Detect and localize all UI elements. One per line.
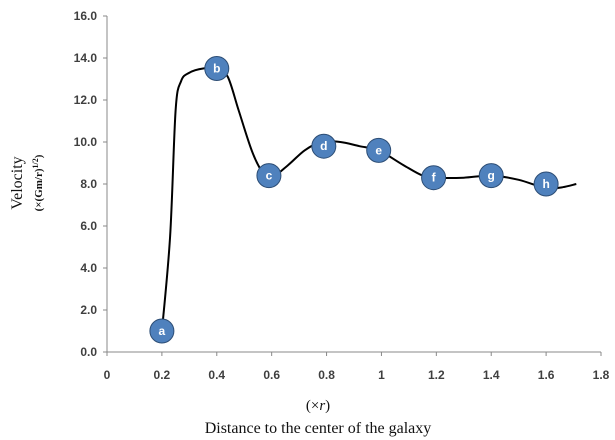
data-point-e: e [366, 137, 392, 163]
x-tick-label: 1.2 [428, 368, 445, 382]
data-point-b: b [204, 56, 230, 81]
data-point-marker [533, 171, 559, 197]
data-point-d: d [311, 133, 337, 159]
y-axis-unit: (×(Gm/r)1/2) [31, 154, 45, 211]
x-tick-label: 0.6 [263, 368, 280, 382]
data-point-label: h [542, 177, 549, 191]
y-tick-label: 14.0 [74, 51, 98, 65]
data-point-label: c [266, 169, 273, 183]
plot-area: 0.02.04.06.08.010.012.014.016.0 0 0.2 0.4 0… [74, 9, 610, 382]
data-point-g: g [478, 163, 504, 189]
data-point-label: b [213, 62, 220, 76]
velocity-curve [160, 66, 577, 332]
data-point-f: f [421, 165, 447, 191]
data-point-marker [256, 163, 282, 189]
x-axis-unit-close: ) [325, 398, 330, 414]
y-tick-label: 16.0 [74, 9, 98, 23]
x-tick-label: 0.4 [208, 368, 225, 382]
y-axis-unit-close: ) [33, 154, 45, 158]
data-point-marker [421, 165, 447, 191]
x-tick-label: 0 [104, 368, 111, 382]
data-point-marker [311, 133, 337, 159]
x-tick-label: 0.8 [318, 368, 335, 382]
data-point-a: a [149, 318, 175, 344]
data-point-marker [478, 163, 504, 189]
y-tick-label: 2.0 [80, 303, 97, 317]
y-tick-label: 10.0 [74, 135, 98, 149]
x-tick-group: 0 0.2 0.4 0.6 0.8 1 1.2 1.4 1.6 1.8 [104, 352, 610, 382]
y-tick-label: 12.0 [74, 93, 98, 107]
data-point-group: a b c d e f g h [149, 56, 559, 344]
y-tick-label: 0.0 [80, 345, 97, 359]
data-point-label: f [432, 171, 437, 185]
y-tick-group: 0.0 2.0 4.0 6.0 8.0 10.0 12.0 14.0 16.0 [74, 9, 107, 359]
x-tick-label: 1 [378, 368, 385, 382]
y-tick-label: 6.0 [80, 219, 97, 233]
data-point-marker [149, 318, 175, 344]
x-axis-unit-text: (× [306, 398, 319, 414]
data-point-marker [204, 56, 230, 81]
data-point-label: a [159, 324, 166, 338]
y-axis-unit-exp: 1/2 [31, 158, 40, 168]
data-point-label: g [488, 169, 495, 183]
x-tick-label: 1.6 [538, 368, 555, 382]
data-point-c: c [256, 163, 282, 189]
x-tick-label: 1.8 [593, 368, 610, 382]
data-point-label: e [375, 143, 382, 157]
x-tick-label: 1.4 [483, 368, 500, 382]
x-axis-unit: (×r) [306, 398, 330, 414]
y-tick-label: 4.0 [80, 261, 97, 275]
y-tick-label: 8.0 [80, 177, 97, 191]
x-tick-label: 0.2 [154, 368, 171, 382]
data-point-label: d [320, 139, 327, 153]
y-axis-unit-main: (×(Gm/r) [33, 168, 45, 211]
y-axis-title: Velocity [9, 156, 26, 209]
x-axis-unit-r: r [319, 398, 325, 414]
x-axis-title: Distance to the center of the galaxy [205, 420, 432, 437]
data-point-marker [366, 137, 392, 163]
data-point-h: h [533, 171, 559, 197]
